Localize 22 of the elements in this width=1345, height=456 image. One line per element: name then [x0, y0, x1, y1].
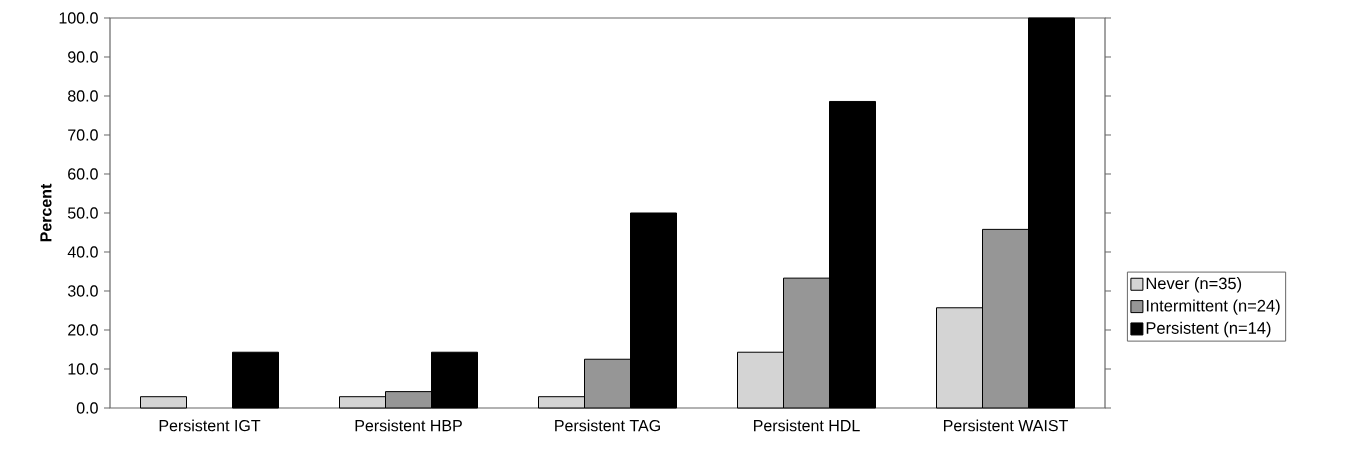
x-tick-label: Persistent HBP: [355, 419, 462, 432]
y-tick-label: 90.0: [68, 51, 98, 63]
x-tick-label: Persistent WAIST: [943, 419, 1068, 432]
y-tick-label: 60.0: [68, 168, 98, 180]
y-tick-label: 40.0: [67, 246, 98, 258]
y-tick-label: 10.0: [68, 363, 98, 375]
y-tick-label: 50.0: [67, 207, 98, 219]
y-axis-title: Percent: [40, 183, 52, 242]
x-tick-label: Persistent TAG: [555, 419, 660, 432]
x-tick-label: Persistent IGT: [159, 419, 261, 432]
legend-label: Never (n=35): [1146, 277, 1242, 293]
y-tick-label: 30.0: [67, 285, 98, 297]
y-tick-label: 100.0: [59, 12, 98, 24]
bar: [232, 351, 279, 409]
legend-label: Intermittent (n=24): [1146, 299, 1280, 315]
y-tick-label: 0.0: [76, 402, 98, 414]
y-tick-label: 20.0: [68, 324, 98, 336]
bar: [140, 396, 187, 409]
legend-label: Persistent (n=14): [1146, 321, 1271, 338]
x-tick-label: Persistent HDL: [754, 419, 860, 432]
y-tick-label: 80.0: [68, 90, 98, 102]
y-tick-label: 70.0: [68, 129, 98, 141]
